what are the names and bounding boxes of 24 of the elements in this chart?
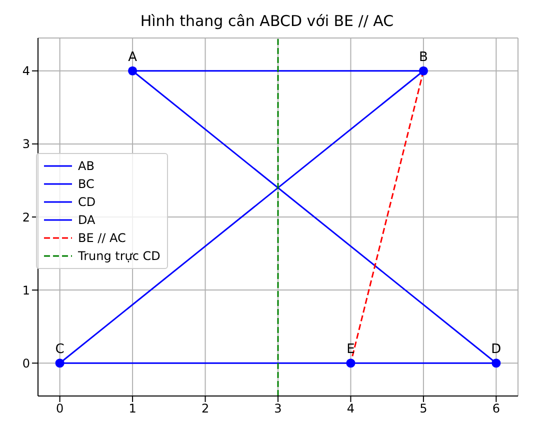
x-tick-label: 0 — [56, 402, 64, 416]
legend-label: BC — [78, 176, 94, 193]
x-tick-label: 5 — [420, 402, 428, 416]
y-tick-label: 1 — [22, 283, 30, 298]
y-tick-label: 3 — [22, 137, 30, 152]
x-tick-label: 1 — [128, 402, 136, 416]
x-tick-label: 4 — [346, 402, 355, 416]
y-tick-label: 0 — [22, 356, 30, 370]
legend-label: Trung trực CD — [78, 248, 160, 265]
chart-title: Hình thang cân ABCD với BE // AC — [139, 11, 395, 32]
x-tick-label: 2 — [201, 402, 210, 416]
annotation: D — [491, 342, 502, 358]
annotation: A — [128, 50, 138, 65]
annotation: C — [55, 342, 64, 358]
legend-label: BE // AC — [78, 230, 126, 247]
legend-label: AB — [78, 158, 94, 175]
legend-label: DA — [78, 212, 96, 229]
annotation: E — [346, 342, 355, 358]
legend-label: CD — [78, 194, 96, 211]
annotation: B — [418, 50, 428, 65]
y-tick-label: 2 — [22, 210, 30, 224]
x-tick-label: 3 — [274, 402, 282, 416]
x-tick-label: 6 — [492, 402, 500, 416]
y-tick-label: 4 — [22, 64, 30, 78]
